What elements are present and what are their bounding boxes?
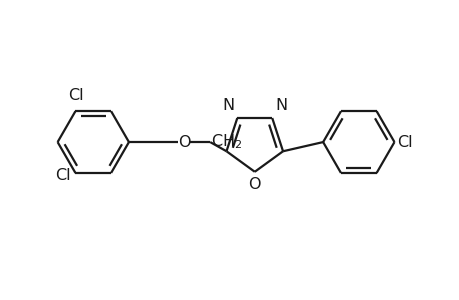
Text: Cl: Cl [55, 168, 70, 183]
Text: CH$_2$: CH$_2$ [211, 133, 242, 152]
Text: N: N [222, 98, 234, 113]
Text: Cl: Cl [397, 135, 412, 150]
Text: N: N [274, 98, 287, 113]
Text: O: O [248, 177, 260, 192]
Text: O: O [178, 135, 190, 150]
Text: Cl: Cl [67, 88, 83, 103]
